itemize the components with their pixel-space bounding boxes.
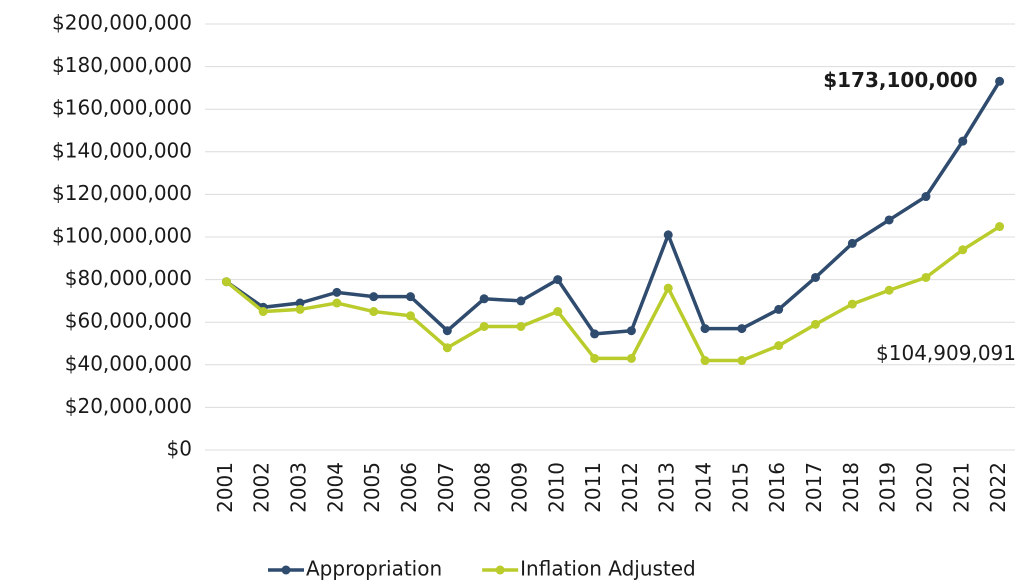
legend-label: Appropriation (306, 557, 442, 581)
x-tick-label: 2013 (655, 462, 679, 513)
point (958, 136, 968, 146)
series-line (225, 225, 1001, 363)
point (221, 277, 231, 287)
point (479, 294, 489, 304)
x-tick-label: 2016 (765, 462, 789, 513)
point (921, 192, 931, 202)
point (811, 319, 820, 329)
point (958, 245, 968, 255)
y-tick-label: $80,000,000 (65, 266, 192, 290)
point (847, 299, 857, 309)
point (884, 285, 894, 295)
x-tick-label: 2017 (802, 462, 826, 513)
y-tick-label: $160,000,000 (52, 96, 192, 120)
point (369, 307, 379, 317)
point (406, 311, 415, 321)
point (847, 238, 857, 248)
point (884, 215, 894, 225)
point (663, 283, 673, 293)
x-tick-label: 2005 (360, 462, 384, 513)
y-tick-label: $200,000,000 (52, 11, 192, 35)
x-tick-label: 2011 (581, 462, 605, 513)
point (626, 326, 636, 336)
point (590, 353, 600, 363)
y-tick-label: $0 (167, 437, 192, 461)
point (737, 324, 747, 334)
y-tick-label: $120,000,000 (52, 181, 192, 205)
x-tick-label: 2004 (323, 462, 347, 513)
x-tick-label: 2002 (250, 462, 274, 513)
point (995, 222, 1005, 232)
x-tick-label: 2008 (471, 462, 495, 513)
point (369, 292, 379, 302)
y-tick-label: $40,000,000 (65, 351, 192, 375)
x-tick-label: 2006 (397, 462, 421, 513)
y-tick-label: $20,000,000 (65, 394, 192, 418)
point (295, 304, 305, 314)
point (553, 307, 563, 317)
x-tick-label: 2010 (544, 462, 568, 513)
legend-label: Inflation Adjusted (520, 557, 696, 581)
x-tick-label: 2022 (986, 462, 1010, 513)
point (516, 321, 526, 331)
x-tick-label: 2001 (213, 462, 237, 513)
y-tick-label: $140,000,000 (52, 138, 192, 162)
point (406, 292, 415, 302)
data-label: $104,909,091 (876, 341, 1016, 365)
point (295, 298, 305, 308)
series-line (225, 80, 1002, 336)
point (700, 324, 710, 334)
point (774, 304, 784, 314)
point (442, 326, 452, 336)
y-tick-label: $100,000,000 (52, 224, 192, 248)
x-tick-label: 2007 (434, 462, 458, 513)
y-tick-label: $60,000,000 (65, 309, 192, 333)
point (626, 353, 636, 363)
x-tick-label: 2021 (949, 462, 973, 513)
point (332, 298, 342, 308)
point (442, 343, 452, 353)
x-tick-label: 2009 (507, 462, 531, 513)
point (663, 230, 673, 240)
x-tick-label: 2012 (618, 462, 642, 513)
x-tick-label: 2020 (912, 462, 936, 513)
legend-marker (281, 565, 291, 575)
point (774, 341, 784, 351)
data-label: $173,100,000 (823, 68, 977, 92)
point (516, 296, 526, 306)
y-tick-label: $180,000,000 (52, 53, 192, 77)
point (921, 272, 931, 282)
point (590, 329, 600, 339)
x-tick-label: 2015 (728, 462, 752, 513)
x-tick-label: 2018 (839, 462, 863, 513)
point (479, 321, 489, 331)
x-tick-label: 2014 (692, 462, 716, 513)
point (258, 307, 268, 317)
point (737, 356, 747, 366)
point (811, 272, 820, 282)
point (553, 275, 563, 285)
x-tick-label: 2019 (876, 462, 900, 513)
point (332, 287, 342, 297)
legend-marker (495, 565, 505, 575)
point (700, 356, 710, 366)
x-tick-label: 2003 (287, 462, 311, 513)
point (995, 76, 1005, 86)
